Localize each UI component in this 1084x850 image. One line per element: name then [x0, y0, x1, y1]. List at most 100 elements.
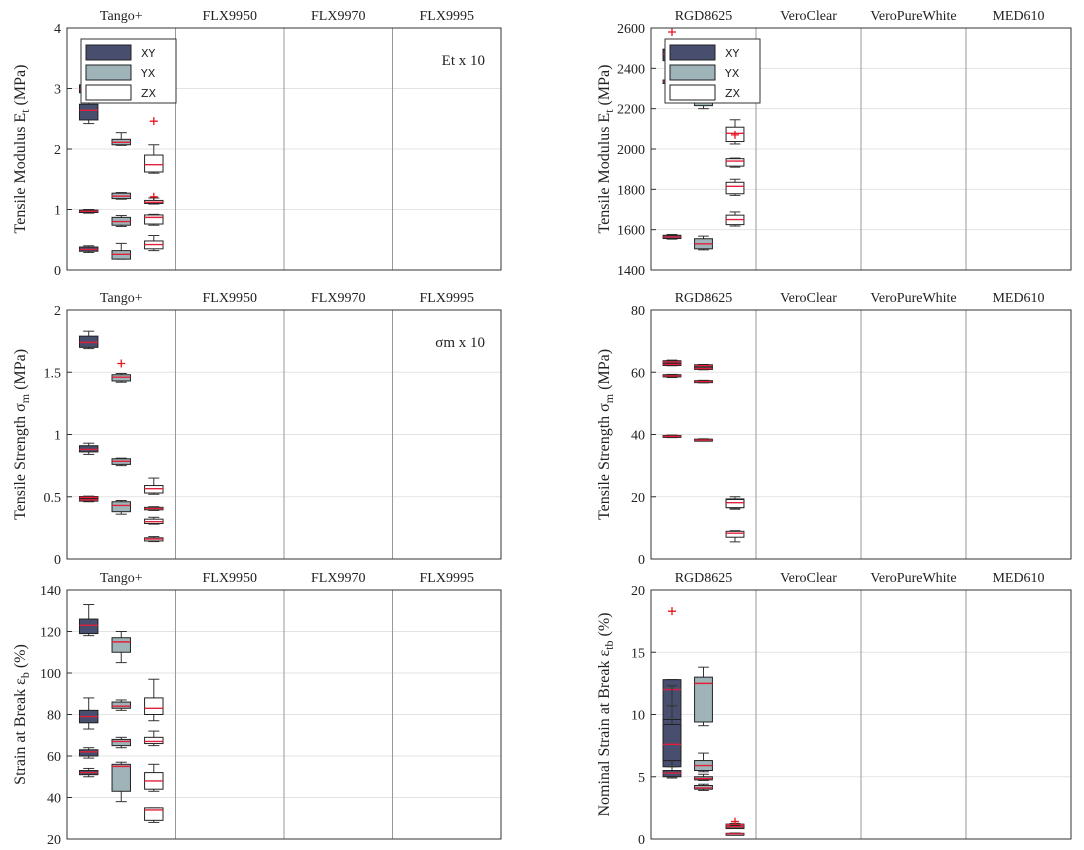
plot-frame [66, 309, 502, 560]
box [111, 763, 131, 792]
box-XY [78, 442, 99, 455]
y-tick-label: 2000 [617, 143, 645, 158]
box-XY [78, 747, 99, 759]
box [694, 676, 713, 723]
legend-label: ZX [141, 87, 157, 100]
annotation: Et x 10 [442, 53, 485, 69]
box-ZX [144, 506, 164, 511]
category-label: RGD8625 [675, 9, 733, 24]
category-label: VeroClear [780, 571, 837, 586]
y-tick-label: 2 [54, 143, 61, 158]
y-tick-label: 4 [54, 22, 61, 37]
y-tick-label: 1400 [617, 264, 645, 279]
y-tick-label: 1800 [617, 183, 645, 198]
category-label: Tango+ [100, 571, 143, 586]
box [111, 738, 131, 747]
box [144, 736, 164, 745]
box-YX [694, 752, 713, 773]
legend-label: YX [140, 67, 156, 80]
legend-label: XY [725, 47, 740, 60]
outlier-marker [668, 28, 676, 37]
category-label: FLX9995 [420, 291, 474, 306]
y-tick-label: 1600 [617, 224, 645, 239]
box-ZX [144, 192, 164, 226]
box-YX [111, 242, 131, 260]
box-YX [694, 235, 713, 251]
box [78, 618, 99, 635]
y-tick-label: 3 [54, 83, 61, 98]
y-tick-label: 2 [54, 304, 61, 319]
box-YX [694, 438, 713, 442]
y-tick-label: 0 [638, 833, 645, 848]
box-XY [78, 767, 99, 778]
y-tick-label: 0.5 [44, 491, 62, 506]
box-YX [111, 761, 131, 803]
y-tick-label: 2400 [617, 62, 645, 77]
box-XY [78, 495, 99, 500]
outlier-marker [668, 607, 676, 616]
category-label: FLX9970 [311, 9, 365, 24]
y-axis-label: Nominal Strain at Break εtb (%) [596, 612, 616, 816]
chart-p1: 0 1 2 3 4 Tango+ FLX9950 FLX9970 FLX9995 Tensile … [12, 9, 502, 279]
y-tick-label: 40 [631, 429, 645, 444]
box-XY [78, 604, 99, 637]
box [144, 154, 164, 173]
box-ZX [725, 817, 745, 827]
y-tick-label: 1 [54, 204, 61, 219]
category-label: RGD8625 [675, 291, 733, 306]
box-YX [111, 132, 131, 146]
box-ZX [144, 477, 164, 495]
box-YX [694, 379, 713, 384]
box [111, 501, 131, 513]
category-label: VeroClear [780, 9, 837, 24]
y-tick-label: 60 [631, 366, 645, 381]
category-label: Tango+ [100, 9, 143, 24]
box-XY [662, 234, 682, 240]
outlier-marker [731, 817, 739, 826]
legend-swatch [85, 44, 132, 61]
category-label: RGD8625 [675, 571, 733, 586]
plot-frame [650, 589, 1072, 840]
box-XY [662, 434, 682, 439]
plot-frame [66, 589, 502, 840]
y-tick-label: 0 [54, 264, 61, 279]
box [144, 697, 164, 716]
box-ZX [725, 178, 745, 196]
box-YX [694, 773, 713, 781]
category-label: FLX9995 [420, 571, 474, 586]
y-tick-label: 1 [54, 429, 61, 444]
box-XY [78, 245, 99, 253]
box-YX [111, 699, 131, 711]
y-tick-label: 20 [631, 491, 645, 506]
box-YX [111, 631, 131, 664]
box [725, 499, 745, 509]
legend: XY YX ZX [80, 38, 177, 104]
y-tick-label: 80 [47, 709, 61, 724]
y-tick-label: 140 [40, 584, 61, 599]
box-ZX [144, 235, 164, 252]
y-tick-label: 15 [631, 646, 645, 661]
category-label: FLX9950 [203, 571, 257, 586]
y-tick-label: 0 [54, 553, 61, 568]
box-ZX [144, 763, 164, 792]
y-tick-label: 20 [631, 584, 645, 599]
legend-label: XY [141, 47, 156, 60]
box-ZX [144, 516, 164, 525]
chart-p6: 0 5 10 15 20 RGD8625 VeroClear VeroPureWhite MED… [596, 571, 1072, 848]
y-tick-label: 2600 [617, 22, 645, 37]
category-label: FLX9970 [311, 571, 365, 586]
annotation: σm x 10 [435, 335, 485, 351]
box-YX [694, 666, 713, 727]
y-axis-label: Tensile Modulus Et (MPa) [596, 65, 616, 234]
box-XY [78, 209, 99, 214]
box-YX [111, 499, 131, 515]
y-axis-label: Tensile Strength σm (MPa) [596, 349, 616, 520]
box-YX [111, 359, 131, 383]
legend-swatch [669, 44, 716, 61]
y-tick-label: 120 [40, 626, 61, 641]
box-XY [78, 697, 99, 730]
legend: XY YX ZX [664, 38, 761, 104]
outlier-marker [117, 359, 126, 368]
box-YX [694, 783, 713, 791]
